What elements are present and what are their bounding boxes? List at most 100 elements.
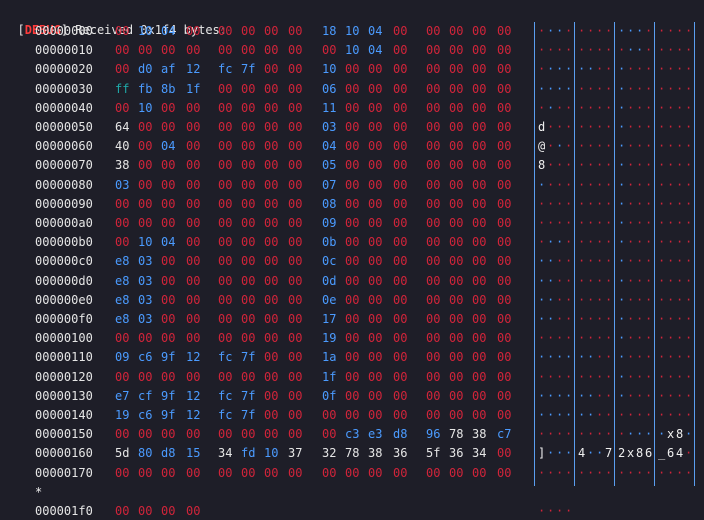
ascii-char: ·	[627, 43, 635, 58]
ascii-char: ·	[578, 43, 586, 58]
ascii-char: ·	[676, 292, 684, 307]
ascii-char: ·	[565, 331, 573, 346]
hex-byte: 00	[264, 235, 279, 250]
hex-byte: 10	[138, 100, 153, 115]
ascii-char: ·	[658, 177, 666, 192]
ascii-char: _	[658, 446, 666, 461]
ascii-char: ·	[578, 139, 586, 154]
hex-byte: 00	[497, 446, 512, 461]
ascii-char: ·	[636, 427, 644, 442]
ascii-char: ·	[596, 331, 604, 346]
hex-byte: 00	[368, 369, 383, 384]
ascii-char: ·	[538, 369, 546, 384]
ascii-char: ·	[676, 139, 684, 154]
hex-byte: 00	[186, 331, 201, 346]
ascii-char: ·	[636, 177, 644, 192]
row-offset: 00000080	[35, 177, 93, 192]
hex-byte: 00	[345, 312, 360, 326]
ascii-char: ·	[636, 235, 644, 250]
hex-byte: 00	[264, 62, 279, 77]
ascii-char: ·	[645, 235, 653, 250]
ascii-char: ·	[658, 216, 666, 230]
hex-byte: 00	[218, 196, 233, 211]
ascii-char: ·	[636, 216, 644, 230]
hex-byte: c7	[497, 427, 512, 442]
ascii-char: ·	[627, 196, 635, 211]
hex-byte: 00	[264, 177, 279, 192]
ascii-char: ·	[645, 216, 653, 230]
hex-byte: 00	[241, 120, 256, 134]
ascii-char: ·	[605, 369, 613, 384]
hex-byte: 10	[345, 43, 360, 58]
ascii-char: @	[538, 139, 546, 154]
ascii-char: ·	[578, 408, 586, 422]
ascii-char: ·	[578, 292, 586, 307]
hex-byte: 00	[345, 465, 360, 480]
ascii-char: ·	[605, 177, 613, 192]
hex-byte: 9f	[161, 388, 176, 403]
ascii-char: ·	[618, 350, 626, 365]
ascii-char: ·	[547, 388, 555, 403]
ascii-char: ·	[596, 43, 604, 58]
hex-byte: 00	[288, 369, 303, 384]
ascii-char: ·	[556, 216, 564, 230]
ascii-char: ·	[636, 24, 644, 38]
row-offset: 00000160	[35, 446, 93, 461]
ascii-char: ·	[596, 158, 604, 173]
ascii-char: ·	[676, 312, 684, 326]
hex-byte: 00	[288, 350, 303, 365]
hex-byte: 00	[472, 43, 487, 58]
hex-byte: 00	[368, 465, 383, 480]
ascii-char: ·	[627, 369, 635, 384]
ascii-char: ·	[587, 388, 595, 403]
row-offset: 00000050	[35, 120, 93, 134]
hex-byte: af	[161, 62, 176, 77]
ascii-char: ·	[587, 254, 595, 269]
ascii-char: ·	[547, 24, 555, 38]
hex-byte: 00	[472, 158, 487, 173]
hex-byte: 00	[368, 235, 383, 250]
ascii-char: ·	[627, 465, 635, 480]
ascii-char: ·	[667, 312, 675, 326]
ascii-char: ·	[645, 427, 653, 442]
ascii-char: ·	[645, 100, 653, 115]
ascii-separator	[574, 22, 575, 486]
ascii-char: ·	[578, 120, 586, 134]
ascii-char: ·	[596, 62, 604, 77]
hex-byte: 00	[426, 139, 441, 154]
hex-byte: 00	[264, 312, 279, 326]
hex-byte: 00	[393, 196, 408, 211]
ascii-char: ·	[538, 312, 546, 326]
hex-byte: 00	[393, 81, 408, 96]
ascii-char: ·	[658, 62, 666, 77]
ascii-char: ·	[556, 254, 564, 269]
hex-byte: 00	[218, 235, 233, 250]
hex-byte: 00	[449, 292, 464, 307]
hex-byte: 8b	[161, 81, 176, 96]
hex-byte: 00	[497, 369, 512, 384]
hex-byte: 00	[368, 158, 383, 173]
hex-byte: 00	[161, 292, 176, 307]
ascii-char: ·	[556, 139, 564, 154]
ascii-char: ·	[587, 312, 595, 326]
ascii-char: ·	[667, 350, 675, 365]
ascii-char: ·	[658, 196, 666, 211]
ascii-char: ·	[627, 254, 635, 269]
ascii-char: ·	[587, 139, 595, 154]
hex-byte: 00	[288, 331, 303, 346]
ascii-char: ·	[565, 408, 573, 422]
hex-byte: 00	[368, 196, 383, 211]
ascii-char: ·	[538, 235, 546, 250]
hex-byte: 00	[368, 81, 383, 96]
hex-byte: 38	[115, 158, 130, 173]
ascii-char: ·	[636, 331, 644, 346]
hex-byte: 00	[345, 158, 360, 173]
hex-byte: 00	[186, 292, 201, 307]
hex-byte: 03	[115, 177, 130, 192]
hex-byte: 00	[218, 177, 233, 192]
hex-byte: 00	[393, 292, 408, 307]
ascii-char: ·	[627, 100, 635, 115]
hex-byte: fd	[241, 446, 256, 461]
ascii-char: ·	[667, 408, 675, 422]
ascii-char: ·	[556, 427, 564, 442]
